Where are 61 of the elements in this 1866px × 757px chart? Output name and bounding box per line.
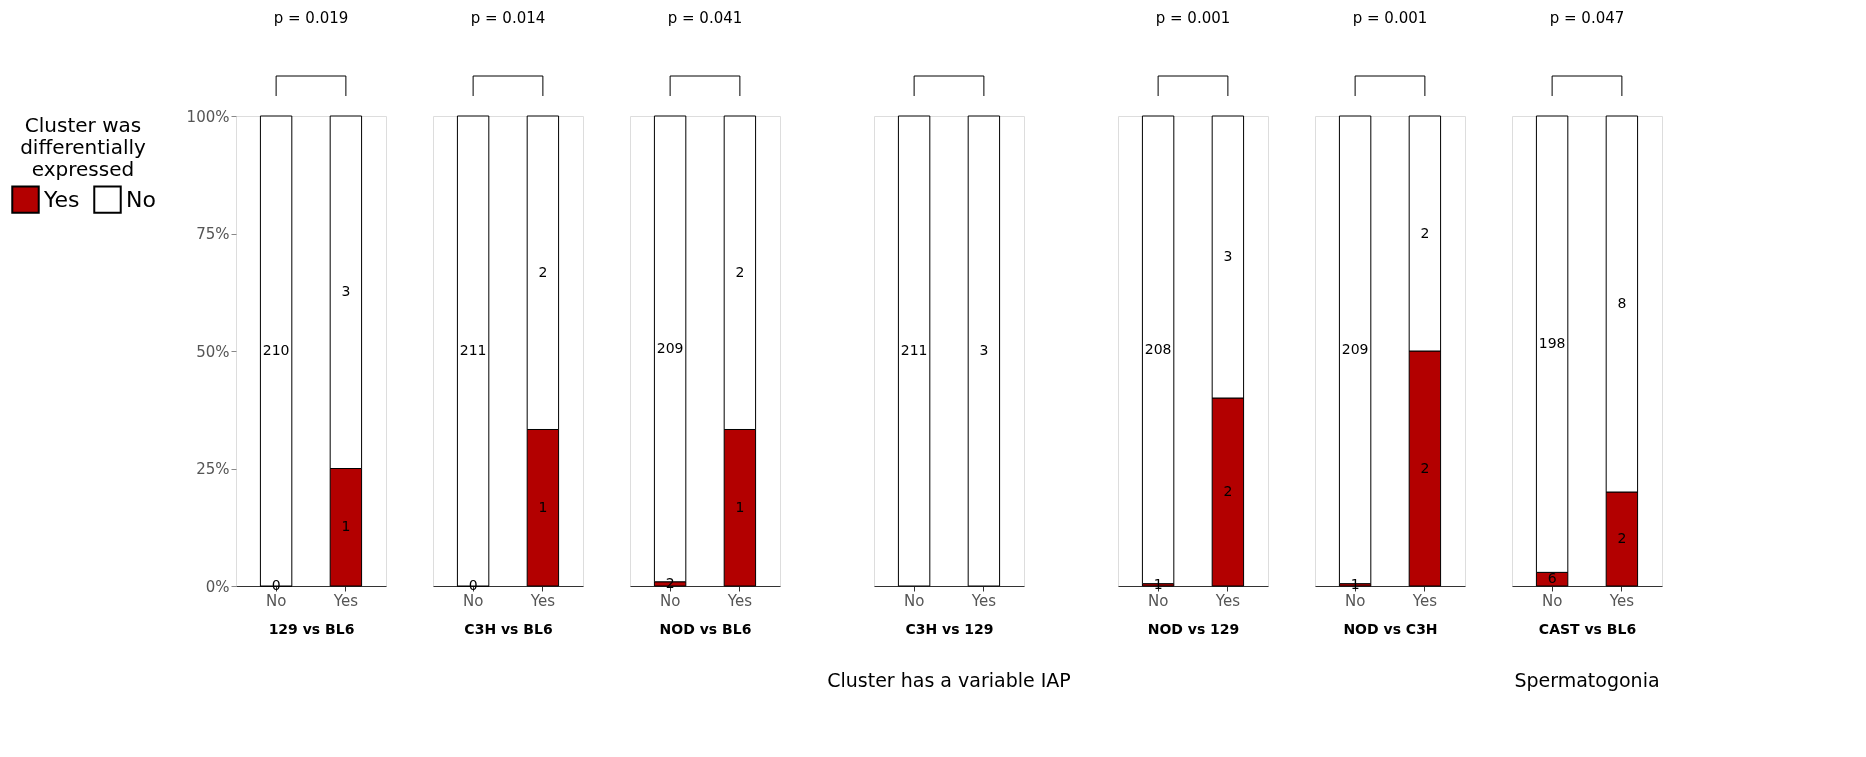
- annotation: 2: [735, 263, 745, 280]
- y-tick-label: 0%: [205, 577, 230, 596]
- y-tick-label: 75%: [196, 225, 230, 243]
- x-tick-label: Yes: [1411, 591, 1438, 610]
- annotation: 1: [735, 498, 745, 515]
- x-axis-title: CAST vs BL6: [1538, 620, 1637, 637]
- text: Spermatogonia: [1514, 669, 1660, 691]
- annotation: 1: [1153, 575, 1163, 592]
- annotation: 1: [341, 518, 351, 535]
- x-tick-label: Yes: [332, 591, 359, 610]
- annotation: 2: [665, 574, 675, 591]
- x-axis-title: C3H vs BL6: [464, 620, 553, 637]
- x-tick-label: Yes: [726, 591, 753, 610]
- annotation: 6: [1547, 570, 1557, 587]
- x-tick-label: Yes: [1608, 591, 1635, 610]
- annotation: 211: [459, 342, 487, 358]
- chart-title: p = 0.001: [1155, 8, 1231, 27]
- chart-title: p = 0.047: [1549, 8, 1625, 27]
- x-axis-title: C3H vs 129: [905, 620, 994, 637]
- annotation: 1: [538, 498, 548, 515]
- annotation: 3: [341, 283, 351, 300]
- chart-title: p = 0.001: [1352, 8, 1428, 27]
- annotation: 210: [262, 342, 290, 358]
- annotation: 198: [1538, 335, 1566, 352]
- chart-title: p = 0.041: [667, 8, 743, 27]
- annotation: 209: [656, 339, 684, 356]
- x-tick-label: Yes: [529, 591, 556, 610]
- annotation: 3: [1223, 248, 1233, 264]
- y-tick-label: 50%: [196, 342, 230, 361]
- x-tick-label: No: [462, 591, 484, 610]
- x-tick-label: No: [1147, 591, 1169, 610]
- x-tick-label: Yes: [1214, 591, 1241, 610]
- annotation: 8: [1617, 295, 1627, 311]
- x-tick-label: Yes: [970, 591, 997, 610]
- annotation: 209: [1341, 340, 1369, 357]
- chart-title: p = 0.014: [470, 8, 546, 27]
- x-tick-label: No: [265, 591, 287, 610]
- legend-label: No: [126, 186, 156, 212]
- annotation: 2: [1223, 483, 1233, 499]
- x-tick-label: No: [1541, 591, 1563, 610]
- y-tick-label: 25%: [196, 460, 230, 478]
- legend-title: Cluster was differentially expressed: [20, 113, 147, 181]
- x-tick-label: No: [659, 591, 681, 610]
- x-axis-title: NOD vs BL6: [659, 620, 752, 637]
- annotation: 208: [1144, 340, 1172, 357]
- annotation: 211: [900, 342, 928, 358]
- chart-title: p = 0.019: [273, 8, 349, 27]
- x-axis-title: 129 vs BL6: [268, 620, 355, 637]
- annotation: 1: [1350, 575, 1360, 592]
- annotation: 2: [1420, 224, 1430, 241]
- annotation: 2: [1420, 459, 1430, 476]
- y-tick-label: 100%: [186, 107, 230, 126]
- annotation: 2: [538, 263, 548, 280]
- x-axis-title: NOD vs 129: [1147, 620, 1240, 637]
- annotation: 2: [1617, 530, 1627, 546]
- annotation: 3: [979, 342, 989, 358]
- x-tick-label: No: [1344, 591, 1366, 610]
- x-tick-label: No: [903, 591, 925, 610]
- text: Cluster has a variable IAP: [827, 669, 1071, 691]
- legend-label: Yes: [43, 186, 80, 212]
- x-axis-title: NOD vs C3H: [1343, 620, 1438, 637]
